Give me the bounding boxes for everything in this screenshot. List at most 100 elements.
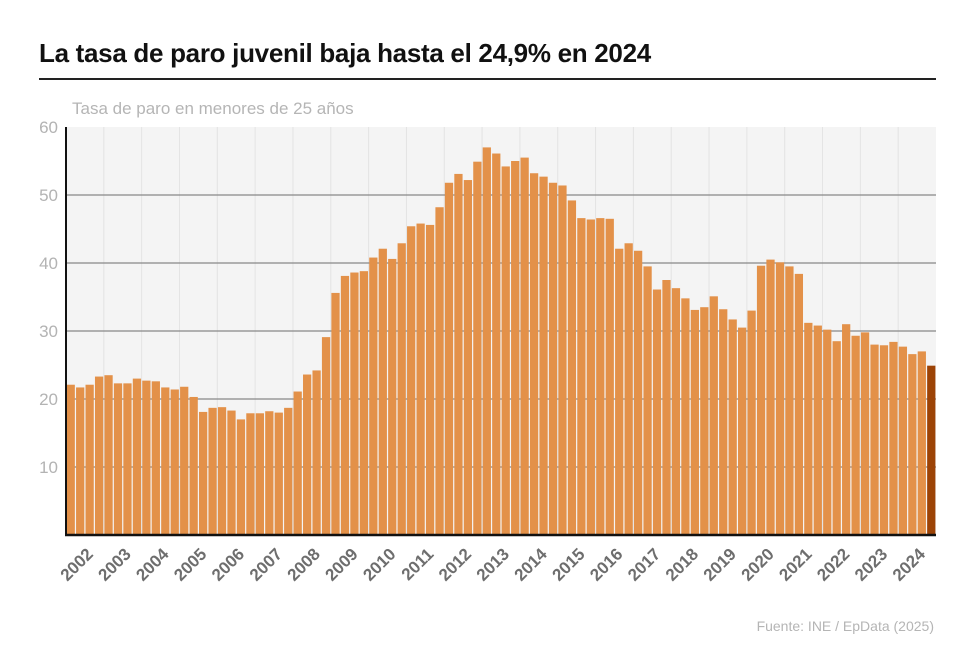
bar-2022T3 — [842, 324, 851, 535]
bar-2004T2 — [151, 381, 160, 535]
bar-2002T4 — [94, 376, 104, 535]
bar-2016T1 — [596, 218, 605, 535]
bar-undefined — [917, 351, 926, 535]
bar-2014T3 — [539, 176, 548, 535]
bar-2005T3 — [198, 411, 208, 535]
bar-2021T3 — [804, 322, 813, 535]
y-axis-tick-labels: 10 20 30 40 50 60 — [39, 118, 58, 477]
x-tick-label-2005: 2005 — [170, 545, 210, 585]
bar-2006T1 — [217, 407, 227, 535]
bar-2017T1 — [633, 250, 643, 535]
bar-2022T2 — [832, 341, 841, 535]
bar-2015T3 — [577, 218, 586, 535]
bar-2019T4 — [738, 327, 747, 535]
bar-2017T2 — [643, 266, 652, 535]
y-tick-label: 20 — [39, 390, 58, 409]
bar-2011T2 — [416, 223, 425, 535]
bar-2012T2 — [454, 173, 463, 536]
x-tick-label-2006: 2006 — [208, 545, 248, 585]
bar-2007T1 — [255, 413, 264, 535]
bar-2006T2 — [227, 410, 236, 535]
bar-2011T4 — [435, 207, 444, 536]
bar-2004T3 — [161, 387, 170, 535]
bar-2003T3 — [123, 383, 132, 535]
bar-2020T4 — [775, 262, 785, 535]
x-tick-label-2021: 2021 — [775, 545, 815, 585]
x-tick-label-2002: 2002 — [57, 545, 97, 585]
bar-2010T3 — [388, 258, 397, 535]
bar-2014T1 — [520, 157, 529, 535]
x-tick-label-2011: 2011 — [398, 545, 438, 585]
bar-2010T2 — [378, 248, 387, 535]
bar-2002T1 — [66, 384, 75, 535]
bar-2018T1 — [671, 288, 681, 535]
bar-2007T4 — [284, 407, 293, 535]
bar-2010T1 — [369, 257, 378, 535]
bar-2005T1 — [180, 386, 189, 535]
bar-2013T4 — [511, 161, 520, 535]
bar-undefined — [927, 365, 936, 535]
bar-2007T3 — [274, 412, 283, 535]
bar-2009T2 — [340, 275, 350, 535]
bar-2007T2 — [265, 411, 274, 535]
x-tick-label-2019: 2019 — [700, 545, 740, 585]
x-tick-label-2014: 2014 — [511, 544, 552, 585]
x-tick-label-2020: 2020 — [738, 545, 778, 585]
bar-2009T4 — [359, 271, 369, 535]
bar-2020T1 — [747, 310, 756, 535]
bar-2013T3 — [501, 166, 510, 535]
bar-2002T2 — [76, 387, 85, 535]
x-tick-label-2008: 2008 — [284, 545, 324, 585]
bar-2003T4 — [132, 378, 142, 535]
bar-2002T3 — [85, 384, 94, 535]
x-tick-label-2017: 2017 — [624, 545, 664, 585]
bar-2008T4 — [321, 337, 331, 535]
bar-2019T3 — [728, 319, 737, 535]
bar-2017T4 — [662, 280, 671, 535]
bar-2008T2 — [303, 374, 312, 535]
x-tick-label-2022: 2022 — [813, 545, 853, 585]
bar-2023T4 — [889, 341, 898, 535]
bar-2006T4 — [246, 413, 255, 535]
bar-2020T3 — [766, 259, 775, 535]
x-tick-label-2015: 2015 — [548, 545, 588, 585]
x-tick-label-2023: 2023 — [851, 545, 891, 585]
x-tick-label-2003: 2003 — [95, 545, 135, 585]
bar-2003T2 — [113, 383, 123, 535]
x-tick-label-2007: 2007 — [246, 545, 286, 585]
x-tick-label-2024: 2024 — [889, 544, 930, 585]
x-tick-label-2012: 2012 — [435, 545, 475, 585]
bar-2012T3 — [463, 180, 473, 536]
bar-2023T2 — [870, 344, 879, 535]
bar-2003T1 — [104, 375, 113, 535]
bar-2022T4 — [851, 335, 860, 535]
bar-2010T4 — [397, 243, 406, 535]
bar-2012T1 — [444, 182, 454, 535]
bar-2014T2 — [529, 173, 539, 536]
x-tick-label-2016: 2016 — [586, 545, 626, 585]
bar-2015T1 — [558, 185, 567, 536]
bar-2024T4 — [898, 346, 908, 535]
bar-2008T3 — [312, 370, 321, 535]
bar-2011T1 — [407, 226, 416, 535]
bar-2004T1 — [142, 380, 151, 535]
bar-2019T1 — [709, 296, 718, 535]
bar-2011T3 — [425, 224, 435, 536]
bar-2022T1 — [823, 329, 832, 535]
bar-2019T2 — [719, 309, 728, 535]
bar-2017T3 — [652, 289, 662, 535]
bar-2014T4 — [548, 182, 558, 535]
x-tick-label-2010: 2010 — [359, 545, 399, 585]
bar-2021T2 — [794, 273, 804, 535]
bar-2004T4 — [170, 389, 179, 535]
bar-2018T2 — [681, 298, 690, 535]
x-tick-label-2009: 2009 — [322, 545, 362, 585]
bar-2005T4 — [208, 407, 217, 535]
bar-2013T1 — [482, 147, 491, 535]
y-tick-label: 40 — [39, 254, 58, 273]
bar-undefined — [908, 354, 917, 535]
bar-2016T3 — [615, 248, 624, 535]
y-tick-label: 60 — [39, 118, 58, 137]
x-tick-label-2018: 2018 — [662, 545, 702, 585]
bar-2008T1 — [293, 391, 302, 535]
